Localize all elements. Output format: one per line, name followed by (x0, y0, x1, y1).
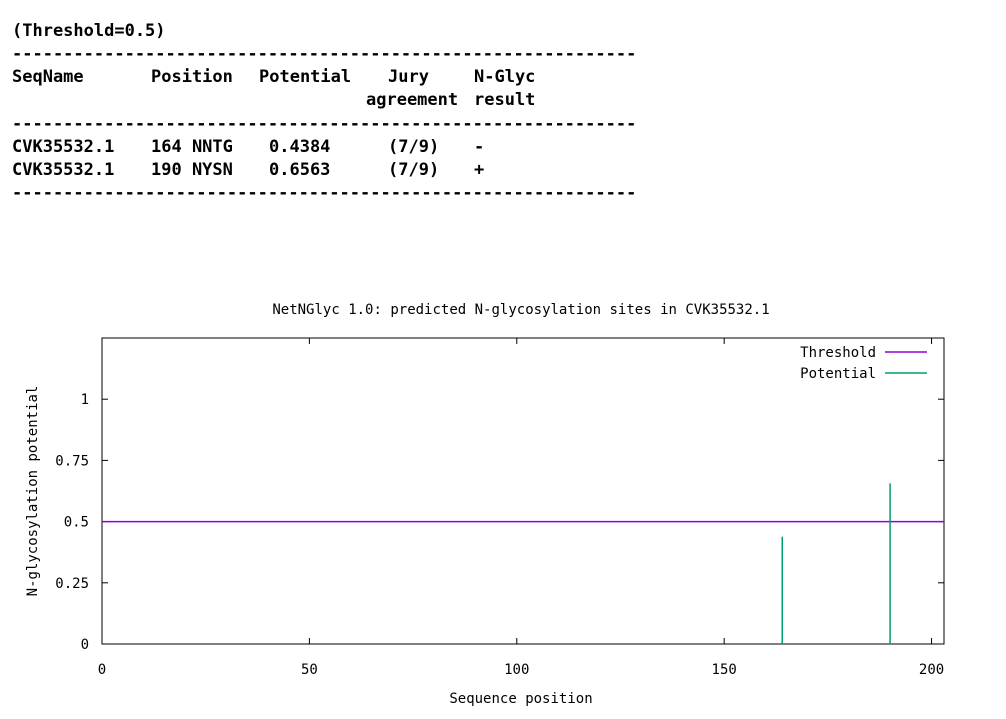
row-seqname: CVK35532.1 (12, 160, 115, 180)
axis-ticks: 0 0.25 0.5 0.75 1 0 50 100 150 200 (55, 338, 944, 678)
row-jury: (7/9) (388, 137, 440, 157)
x-axis-label: Sequence position (449, 691, 592, 707)
legend: Threshold Potential (800, 345, 927, 382)
header-agreement: agreement (366, 90, 459, 110)
header-seqname: SeqName (12, 67, 84, 87)
y-tick-label: 0.25 (55, 576, 89, 592)
separator-mid: ----------------------------------------… (12, 114, 637, 134)
glycosylation-chart: NetNGlyc 1.0: predicted N-glycosylation … (25, 302, 945, 707)
y-tick-label: 0 (81, 637, 89, 653)
x-tick-label: 100 (504, 662, 529, 678)
separator-top: ----------------------------------------… (12, 44, 637, 64)
x-tick-label: 0 (98, 662, 106, 678)
legend-label: Threshold (800, 345, 876, 361)
x-tick-label: 200 (919, 662, 944, 678)
separator-bottom: ----------------------------------------… (12, 183, 637, 203)
x-tick-label: 150 (712, 662, 737, 678)
plot-frame (101, 337, 945, 645)
y-axis-label: N-glycosylation potential (25, 386, 41, 597)
chart-title: NetNGlyc 1.0: predicted N-glycosylation … (272, 302, 769, 318)
header-jury: Jury (388, 67, 429, 87)
series-layer (102, 483, 944, 644)
row-potential: 0.6563 (269, 160, 331, 180)
row-result: - (474, 137, 485, 157)
row-seqname: CVK35532.1 (12, 137, 115, 157)
threshold-label: (Threshold=0.5) (12, 21, 166, 41)
header-result: result (474, 90, 536, 110)
row-jury: (7/9) (388, 160, 440, 180)
header-potential: Potential (259, 67, 352, 87)
row-position: 190 NYSN (151, 160, 233, 180)
y-tick-label: 0.5 (64, 515, 89, 531)
header-position: Position (151, 67, 233, 87)
row-position: 164 NNTG (151, 137, 233, 157)
y-tick-label: 0.75 (55, 453, 89, 469)
row-potential: 0.4384 (269, 137, 331, 157)
header-nglyc: N-Glyc (474, 67, 536, 87)
x-tick-label: 50 (301, 662, 318, 678)
row-result: + (474, 160, 485, 180)
legend-label: Potential (800, 366, 876, 382)
y-tick-label: 1 (81, 392, 89, 408)
